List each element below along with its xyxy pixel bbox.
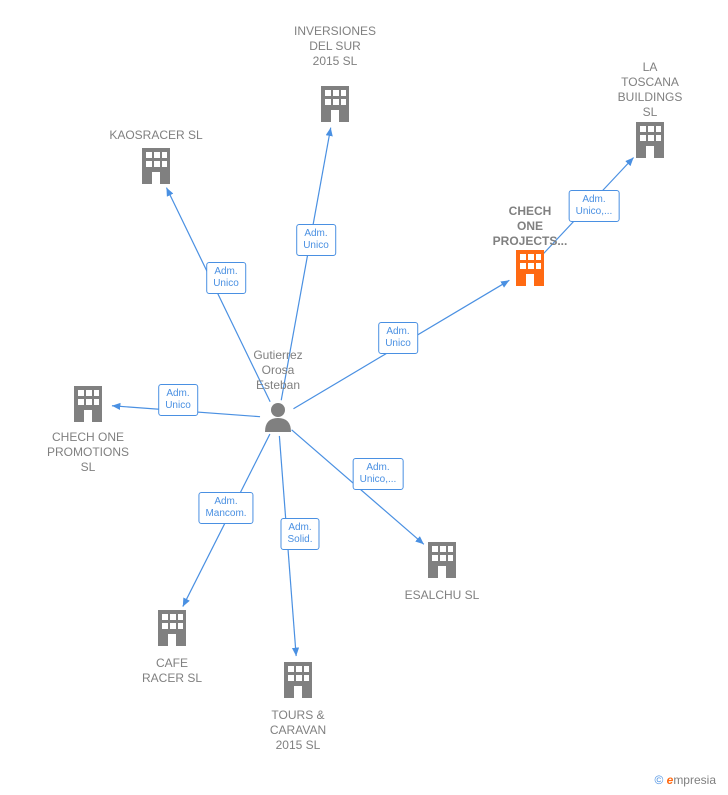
- building-icon-highlight: [516, 250, 544, 286]
- edge-label: Adm. Mancom.: [198, 492, 253, 524]
- edge-label: Adm. Unico: [206, 262, 246, 294]
- person-icon: [265, 403, 291, 432]
- edge-label: Adm. Solid.: [280, 518, 319, 550]
- person-label: Gutierrez Orosa Esteban: [253, 348, 302, 393]
- brand-rest: mpresia: [673, 773, 716, 787]
- building-icon: [636, 122, 664, 158]
- edge-label: Adm. Unico: [158, 384, 198, 416]
- node-label: ESALCHU SL: [405, 588, 480, 603]
- node-label: KAOSRACER SL: [109, 128, 202, 143]
- building-icon: [321, 86, 349, 122]
- building-icon: [74, 386, 102, 422]
- building-icon: [428, 542, 456, 578]
- node-label: CHECH ONE PROJECTS...: [493, 204, 568, 249]
- node-label: INVERSIONES DEL SUR 2015 SL: [294, 24, 376, 69]
- building-icon: [158, 610, 186, 646]
- node-label: CAFE RACER SL: [142, 656, 202, 686]
- node-label: TOURS & CARAVAN 2015 SL: [270, 708, 326, 753]
- building-icon: [284, 662, 312, 698]
- copyright-symbol: ©: [654, 773, 663, 787]
- node-label: LA TOSCANA BUILDINGS SL: [611, 60, 689, 120]
- edge-label: Adm. Unico,...: [353, 458, 404, 490]
- edge-label: Adm. Unico: [378, 322, 418, 354]
- edge-label: Adm. Unico: [296, 224, 336, 256]
- node-label: CHECH ONE PROMOTIONS SL: [47, 430, 129, 475]
- building-icon: [142, 148, 170, 184]
- edge-label: Adm. Unico,...: [569, 190, 620, 222]
- footer-copyright: © empresia: [654, 773, 716, 787]
